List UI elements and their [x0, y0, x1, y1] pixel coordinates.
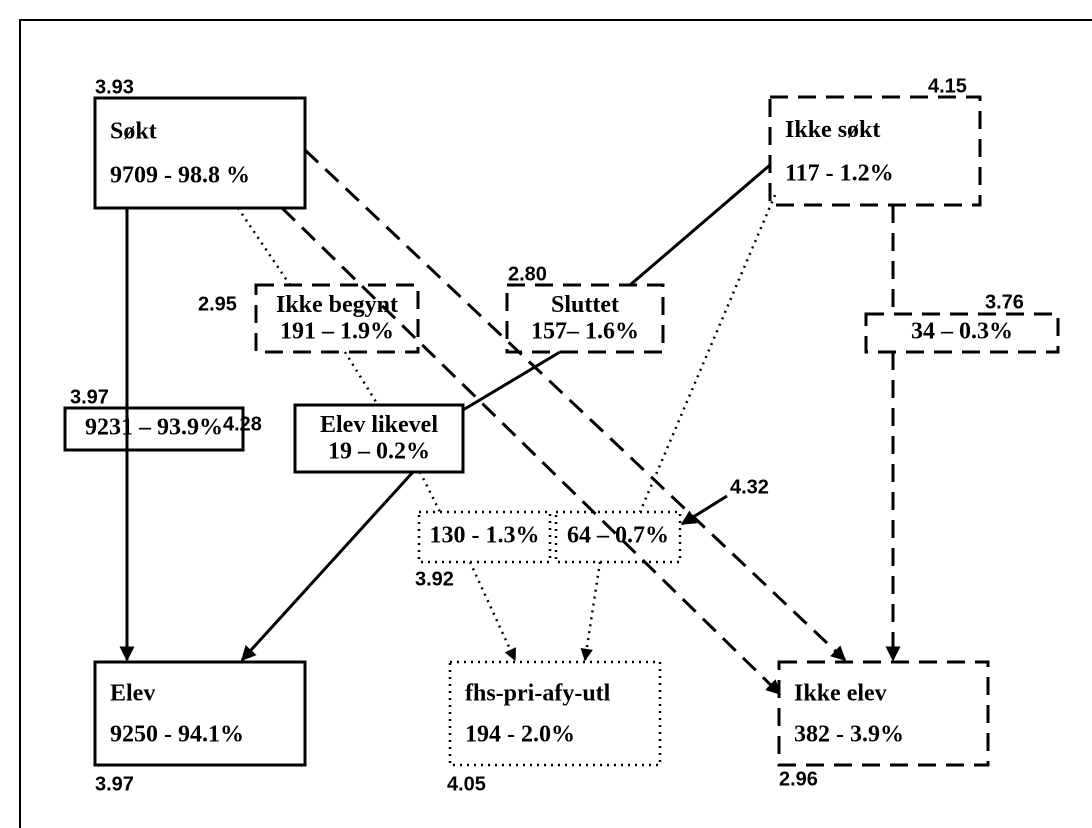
node-score: 3.92 — [415, 568, 454, 590]
node-box — [93, 96, 307, 210]
node-value: 9231 – 93.9% — [85, 415, 223, 441]
node-score: 4.15 — [928, 75, 967, 97]
node-title: Søkt — [110, 119, 157, 145]
node-value: 382 - 3.9% — [794, 722, 904, 748]
node-value: 191 – 1.9% — [280, 319, 394, 345]
node-box — [417, 510, 552, 564]
node-box — [777, 660, 990, 767]
node-title: Elev — [110, 680, 155, 706]
node-title: Ikke søkt — [785, 117, 880, 143]
frame — [19, 19, 1092, 828]
node-box — [293, 403, 465, 474]
node-score: 3.97 — [70, 386, 109, 408]
node-score: 4.05 — [447, 773, 486, 795]
node-box — [93, 660, 307, 767]
node-box — [448, 660, 662, 767]
node-title: Elev likevel — [320, 412, 438, 438]
node-value: 194 - 2.0% — [465, 722, 575, 748]
node-value: 117 - 1.2% — [785, 160, 894, 186]
node-value: 130 - 1.3% — [430, 523, 540, 549]
node-title: Ikke elev — [794, 680, 887, 706]
node-score: 3.76 — [985, 291, 1024, 313]
node-value: 9250 - 94.1% — [110, 722, 244, 748]
node-score: 4.32 — [730, 476, 769, 498]
node-box — [63, 406, 245, 452]
node-title: Ikke begynt — [276, 292, 398, 318]
node-score: 3.93 — [95, 76, 134, 98]
node-title: fhs-pri-afy-utl — [465, 680, 611, 706]
node-box — [864, 312, 1060, 354]
connectors — [119, 148, 901, 696]
node-value: 64 – 0.7% — [567, 523, 669, 549]
node-value: 19 – 0.2% — [328, 439, 430, 465]
node-title: Sluttet — [551, 292, 619, 318]
node-score: 2.96 — [779, 768, 818, 790]
node-box — [254, 283, 420, 354]
node-box — [554, 510, 682, 564]
node-score: 3.97 — [95, 773, 134, 795]
node-score: 4.28 — [223, 413, 262, 435]
node-value: 157– 1.6% — [531, 319, 639, 345]
node-box — [768, 95, 982, 207]
node-score: 2.95 — [198, 293, 237, 315]
node-value: 9709 - 98.8 % — [110, 163, 250, 189]
node-score: 2.80 — [508, 263, 547, 285]
node-value: 34 – 0.3% — [911, 319, 1013, 345]
